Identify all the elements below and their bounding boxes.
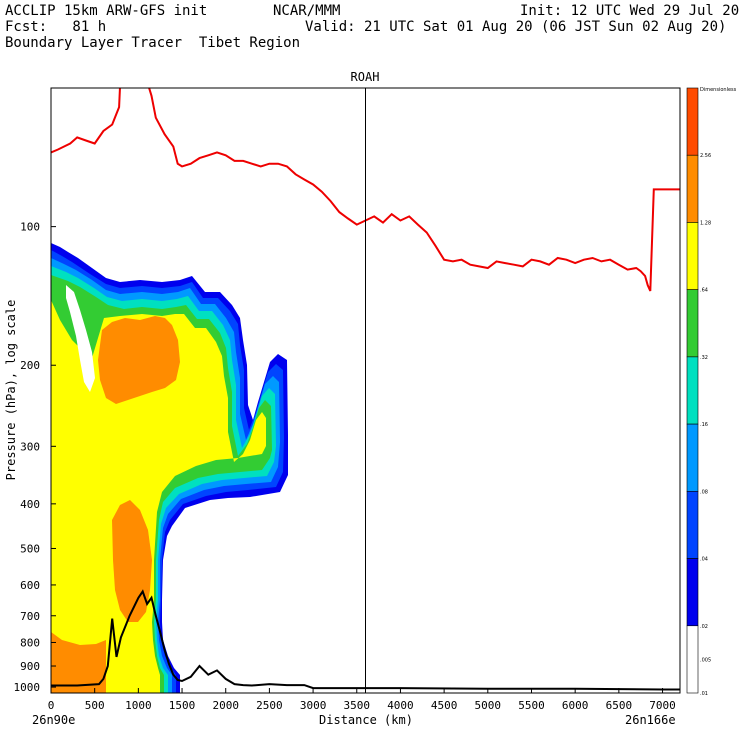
x-tick-label: 3000 (300, 699, 327, 712)
x-tick-label: 0 (48, 699, 55, 712)
colorbar-label: .08 (700, 489, 708, 495)
y-tick-label: 600 (20, 579, 40, 592)
colorbar: Dimensionless 2.56 1.28 .64 .32 .16 .08 .04 .02.… (686, 87, 737, 697)
x-tick-label: 6500 (606, 699, 633, 712)
tracer-contour-32-c (51, 632, 106, 693)
x-tick-label: 6000 (562, 699, 589, 712)
y-tick-label: 300 (20, 440, 40, 453)
colorbar-label: .02 (700, 624, 708, 630)
y-tick-label: 500 (20, 542, 40, 555)
colorbar-swatch (686, 356, 699, 425)
x-tick-label: 5000 (475, 699, 502, 712)
x-start-label: 26n90e (32, 713, 75, 727)
colorbar-label: Dimensionless (700, 87, 737, 93)
x-tick-label: 7000 (649, 699, 676, 712)
y-axis-label: Pressure (hPa), log scale (4, 300, 18, 481)
tracer-contour-32-a (98, 316, 180, 404)
colorbar-swatch (686, 154, 699, 223)
tracer-contour-16 (51, 300, 266, 693)
colorbar-swatch (686, 289, 699, 358)
header-line2-left: Fcst: 81 h (5, 19, 107, 35)
y-tick-label: 800 (20, 636, 40, 649)
x-tick-label: 3500 (344, 699, 371, 712)
colorbar-swatch (686, 87, 699, 156)
x-tick-label: 2000 (212, 699, 239, 712)
tracer-field (51, 243, 288, 693)
x-tick-label: 4500 (431, 699, 458, 712)
colorbar-label: .16 (700, 422, 708, 428)
y-tick-label: 900 (20, 660, 40, 673)
colorbar-label: 1.28 (700, 220, 711, 226)
x-tick-label: 2500 (256, 699, 283, 712)
colorbar-swatch (686, 491, 699, 559)
tracer-gap (66, 285, 95, 392)
header-line1-center: NCAR/MMM (273, 3, 341, 19)
chart-title: ROAH (351, 70, 380, 84)
x-tick-label: 500 (85, 699, 105, 712)
colorbar-swatch (686, 558, 699, 627)
x-tick-label: 4000 (387, 699, 414, 712)
y-tick-label: 200 (20, 359, 40, 372)
colorbar-label: 2.56 (700, 153, 711, 159)
colorbar-label: .32 (700, 355, 708, 361)
colorbar-swatch (686, 222, 699, 290)
colorbar-label: .005 (700, 657, 711, 663)
colorbar-label: .64 (700, 288, 708, 294)
y-tick-label: 1000 (14, 681, 41, 694)
y-tick-label: 400 (20, 498, 40, 511)
header-line1-right: Init: 12 UTC Wed 29 Jul 20 (520, 3, 740, 19)
colorbar-swatch (686, 423, 699, 492)
x-end-label: 26n166e (625, 713, 676, 727)
y-tick-label: 700 (20, 610, 40, 623)
header-line1-left: ACCLIP 15km ARW-GFS init (5, 3, 208, 19)
colorbar-label: .04 (700, 557, 708, 563)
x-tick-label: 5500 (518, 699, 545, 712)
colorbar-swatch (686, 625, 699, 694)
terrain-line (51, 589, 680, 691)
x-tick-label: 1500 (169, 699, 196, 712)
tropopause-line (51, 88, 680, 292)
header-line2-right: Valid: 21 UTC Sat 01 Aug 20 (06 JST Sun … (305, 19, 727, 35)
colorbar-label: .01 (700, 691, 708, 697)
x-axis-label: Distance (km) (319, 713, 413, 727)
header-line3-left: Boundary Layer Tracer Tibet Region (5, 35, 301, 51)
y-tick-label: 100 (20, 221, 40, 234)
x-tick-label: 1000 (125, 699, 152, 712)
